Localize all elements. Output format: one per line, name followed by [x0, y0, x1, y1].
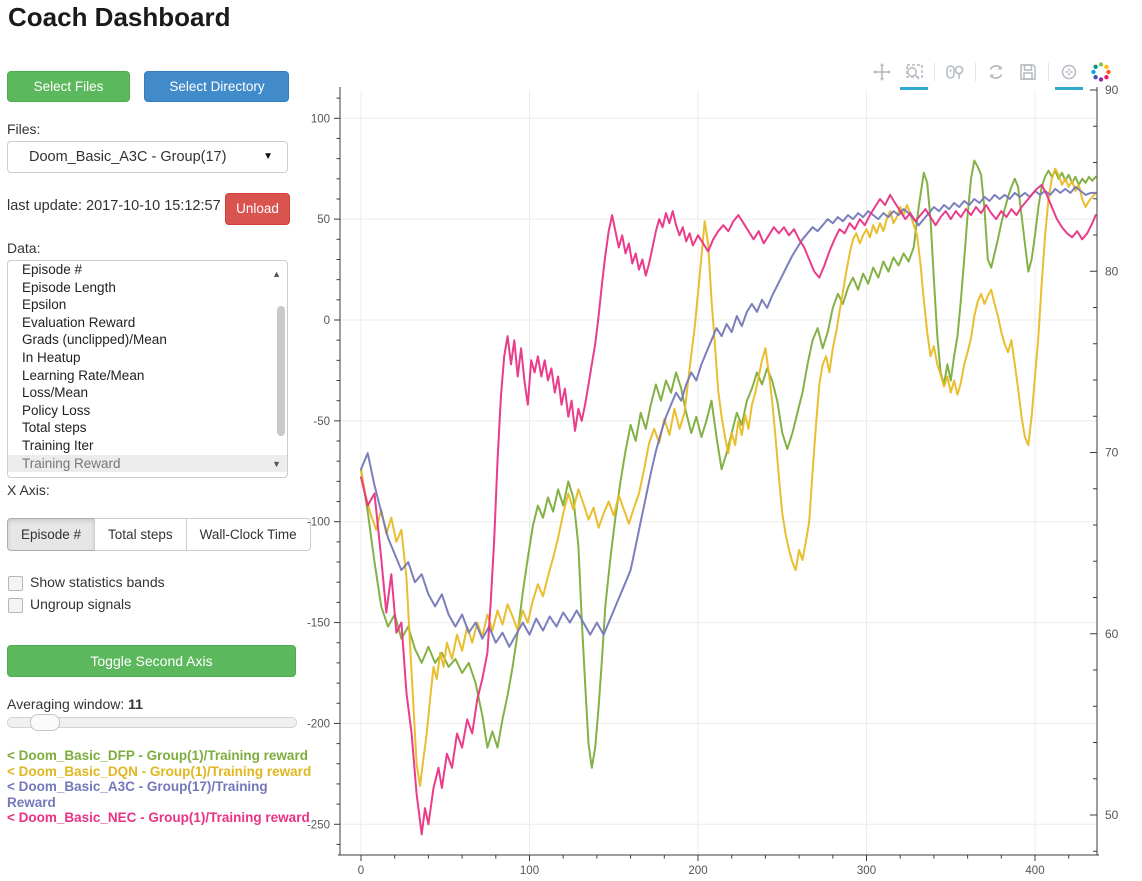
list-item[interactable]: Total steps: [22, 420, 87, 436]
scroll-down-icon[interactable]: ▼: [272, 459, 281, 469]
list-item[interactable]: Epsilon: [22, 297, 67, 313]
svg-text:0: 0: [324, 315, 330, 327]
x-axis-option-wall-clock[interactable]: Wall-Clock Time: [185, 518, 311, 551]
data-label: Data:: [7, 240, 41, 256]
unload-button[interactable]: Unload: [225, 193, 290, 225]
list-item[interactable]: Episode Length: [22, 279, 116, 295]
scroll-up-icon[interactable]: ▲: [272, 269, 281, 279]
list-item[interactable]: Grads (unclipped)/Mean: [22, 332, 167, 348]
ungroup-signals-label: Ungroup signals: [30, 596, 132, 612]
svg-text:-200: -200: [307, 718, 330, 730]
svg-text:-150: -150: [307, 618, 330, 630]
x-axis-option-episode[interactable]: Episode #: [7, 518, 96, 551]
toolbar-divider: [975, 63, 976, 81]
x-axis-label: X Axis:: [7, 482, 50, 498]
ungroup-signals-checkbox[interactable]: [8, 598, 23, 613]
last-update-text: last update: 2017-10-10 15:12:57: [7, 198, 221, 214]
svg-text:50: 50: [1105, 808, 1119, 822]
svg-text:300: 300: [857, 865, 876, 877]
chevron-down-icon: ▼: [263, 151, 273, 162]
show-statistics-bands-row: Show statistics bands: [8, 574, 288, 592]
legend-entry[interactable]: < Doom_Basic_A3C - Group(17)/Training Re…: [7, 779, 268, 810]
legend-entry[interactable]: < Doom_Basic_DFP - Group(1)/Training rew…: [7, 748, 308, 763]
last-update-row: last update: 2017-10-10 15:12:57 Unload: [7, 193, 290, 225]
svg-text:-250: -250: [307, 819, 330, 831]
svg-text:200: 200: [688, 865, 707, 877]
svg-text:100: 100: [311, 113, 330, 125]
svg-text:100: 100: [520, 865, 539, 877]
averaging-window-value: 11: [128, 696, 143, 712]
averaging-window-row: Averaging window: 11: [7, 696, 143, 712]
pan-icon[interactable]: [870, 60, 894, 84]
show-statistics-bands-checkbox[interactable]: [8, 576, 23, 591]
list-item[interactable]: Policy Loss: [22, 402, 91, 418]
reset-icon[interactable]: [984, 60, 1008, 84]
svg-text:0: 0: [358, 865, 364, 877]
x-axis-button-group: Episode # Total steps Wall-Clock Time: [7, 518, 311, 551]
files-label: Files:: [7, 121, 41, 137]
toolbar-divider: [1048, 63, 1049, 81]
show-statistics-bands-label: Show statistics bands: [30, 574, 165, 590]
file-buttons-row: Select Files Select Directory: [7, 71, 290, 102]
svg-text:-50: -50: [313, 416, 330, 428]
list-item[interactable]: Evaluation Reward: [22, 314, 136, 330]
svg-text:60: 60: [1105, 627, 1119, 641]
list-item[interactable]: Episode #: [22, 262, 83, 277]
files-dropdown-value: Doom_Basic_A3C - Group(17): [29, 149, 227, 165]
plot-toolbar: [866, 57, 1117, 90]
hover-icon[interactable]: [1055, 60, 1083, 90]
list-item[interactable]: Training Iter: [22, 437, 94, 453]
series-line: [360, 183, 1097, 836]
svg-text:400: 400: [1025, 865, 1044, 877]
toolbar-divider: [934, 63, 935, 81]
toggle-second-axis-button[interactable]: Toggle Second Axis: [7, 645, 296, 677]
averaging-window-slider[interactable]: [7, 714, 297, 731]
averaging-window-label: Averaging window:: [7, 696, 125, 712]
legend-entry[interactable]: < Doom_Basic_NEC - Group(1)/Training rew…: [7, 810, 310, 825]
list-item[interactable]: Training Reward: [8, 454, 287, 473]
list-item[interactable]: Learning Rate/Mean: [22, 367, 145, 383]
series-legend: < Doom_Basic_DFP - Group(1)/Training rew…: [7, 748, 313, 826]
bokeh-logo-icon[interactable]: [1089, 60, 1113, 84]
wheel-zoom-icon[interactable]: [943, 60, 967, 84]
svg-text:50: 50: [317, 214, 330, 226]
svg-text:90: 90: [1105, 83, 1119, 97]
files-dropdown[interactable]: Doom_Basic_A3C - Group(17) ▼: [7, 141, 288, 173]
data-list-scrollbar[interactable]: [277, 306, 285, 436]
list-item[interactable]: In Heatup: [22, 349, 81, 365]
x-axis-option-total-steps[interactable]: Total steps: [94, 518, 187, 551]
select-directory-button[interactable]: Select Directory: [144, 71, 290, 102]
svg-text:70: 70: [1105, 446, 1119, 460]
legend-entry[interactable]: < Doom_Basic_DQN - Group(1)/Training rew…: [7, 763, 312, 779]
box-zoom-icon[interactable]: [900, 60, 928, 90]
slider-thumb[interactable]: [30, 714, 60, 731]
svg-text:-100: -100: [307, 517, 330, 529]
series-line: [360, 167, 1097, 787]
series-line: [360, 159, 1097, 769]
select-files-button[interactable]: Select Files: [7, 71, 130, 102]
series-line: [360, 185, 1097, 648]
list-item[interactable]: Loss/Mean: [22, 385, 89, 401]
save-icon[interactable]: [1016, 60, 1040, 84]
data-list[interactable]: Episode # Episode Length Epsilon Evaluation…: [7, 260, 288, 478]
ungroup-signals-row: Ungroup signals: [8, 596, 288, 614]
page-title: Coach Dashboard: [8, 2, 231, 32]
svg-text:80: 80: [1105, 264, 1119, 278]
